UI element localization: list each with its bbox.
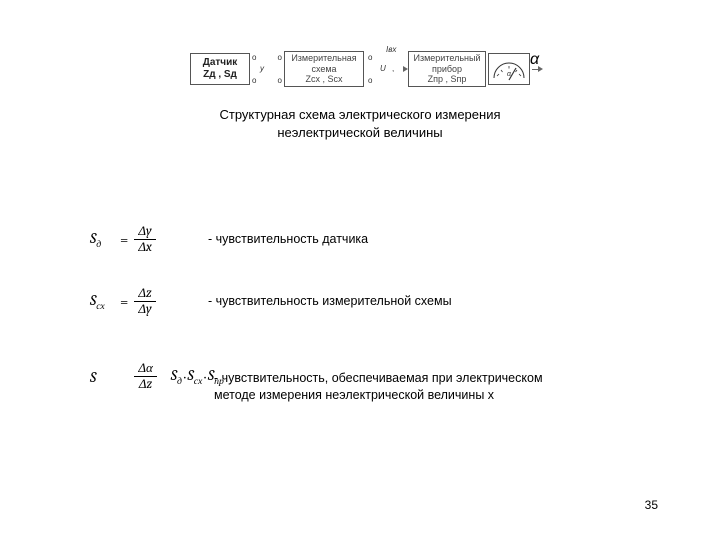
gap-sensor-scheme: о о y о о [250, 51, 284, 87]
formula-scx: Sсх = Δz Δy [90, 287, 208, 316]
formula-scx-num: Δz [134, 287, 155, 302]
formula-term2-sub: сх [194, 376, 203, 387]
formula-sd: Sд = Δy Δx [90, 225, 208, 254]
block-sensor-line2: Zд , Sд [195, 69, 245, 81]
gap-scheme-device: о о Iвх U , [364, 51, 408, 87]
terminal-dot: о [278, 53, 282, 62]
desc-sd: - чувствительность датчика [208, 231, 368, 248]
signal-u: U [380, 64, 386, 73]
arrow-head-icon [403, 66, 408, 72]
formula-sd-num: Δy [134, 225, 155, 240]
formula-row-sd: Sд = Δy Δx - чувствительность датчика [90, 225, 368, 254]
page-number: 35 [645, 498, 658, 512]
block-device-line1: Измерительный [413, 53, 481, 64]
block-scheme-line3: Zсх , Sсх [289, 74, 359, 85]
arrow-head-icon [538, 66, 543, 72]
terminal-dot: о [368, 53, 372, 62]
block-diagram: Датчик Zд , Sд о о y о о Измерительная с… [190, 46, 620, 92]
block-device-line2: прибор [413, 64, 481, 75]
terminal-dot: о [252, 53, 256, 62]
block-device-line3: Zпр , Sпр [413, 74, 481, 85]
formula-row-stotal: S = Δα Δz Sд · Sсх · Sпр - чувствительно… [90, 364, 584, 424]
formula-term3-sub: пр [214, 376, 224, 387]
gap-after-gauge: α [530, 51, 550, 87]
signal-comma: , [392, 64, 394, 73]
block-device: Измерительный прибор Zпр , Sпр [408, 51, 486, 87]
formula-sd-den: Δx [134, 240, 155, 254]
block-scheme-line1: Измерительная [289, 53, 359, 64]
formula-stotal-num: Δα [134, 362, 156, 377]
gauge-icon: α [488, 53, 530, 85]
terminal-dot: о [252, 76, 256, 85]
formula-scx-sub: сх [96, 301, 105, 312]
desc-scx: - чувствительность измерительной схемы [208, 293, 452, 310]
diagram-caption: Структурная схема электрического измерен… [0, 106, 720, 141]
caption-line2: неэлектрической величины [277, 125, 442, 140]
formula-sd-sub: д [96, 239, 101, 250]
formula-stotal-den: Δz [135, 377, 156, 391]
block-sensor: Датчик Zд , Sд [190, 53, 250, 85]
formula-scx-den: Δy [134, 302, 155, 316]
terminal-dot: о [278, 76, 282, 85]
signal-y: y [260, 64, 264, 73]
formula-row-scx: Sсх = Δz Δy - чувствительность измерител… [90, 287, 452, 316]
formula-stotal-sym: S [90, 368, 114, 386]
signal-iin: Iвх [386, 45, 396, 54]
block-scheme-line2: схема [289, 64, 359, 75]
caption-line1: Структурная схема электрического измерен… [219, 107, 500, 122]
terminal-dot: о [368, 76, 372, 85]
block-sensor-line1: Датчик [195, 57, 245, 69]
block-scheme: Измерительная схема Zсх , Sсх [284, 51, 364, 87]
formula-stotal: S = Δα Δz Sд · Sсх · Sпр [90, 362, 330, 391]
formula-term1-sub: д [177, 376, 182, 387]
